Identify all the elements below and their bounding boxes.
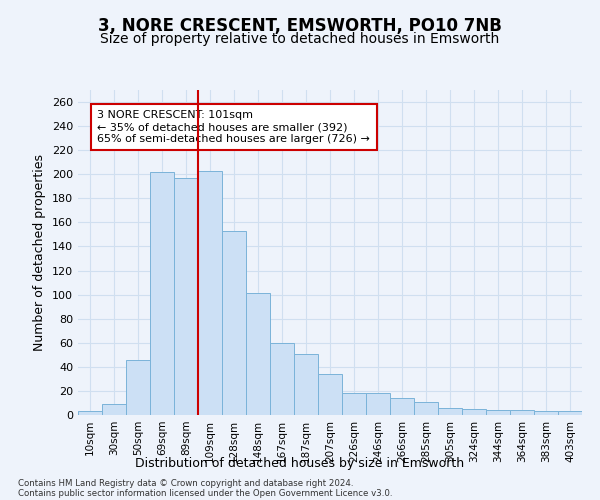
Bar [558,412,582,415]
Bar [174,178,198,415]
Bar [366,394,390,415]
Bar [126,360,150,415]
Bar [246,294,270,415]
Text: 3 NORE CRESCENT: 101sqm
← 35% of detached houses are smaller (392)
65% of semi-d: 3 NORE CRESCENT: 101sqm ← 35% of detache… [97,110,370,144]
Bar [534,412,558,415]
Bar [438,408,462,415]
Bar [486,410,510,415]
Bar [342,394,366,415]
Bar [462,409,486,415]
Bar [318,374,342,415]
Bar [294,354,318,415]
Bar [270,343,294,415]
Bar [198,170,222,415]
Bar [102,404,126,415]
Bar [390,398,414,415]
Text: 3, NORE CRESCENT, EMSWORTH, PO10 7NB: 3, NORE CRESCENT, EMSWORTH, PO10 7NB [98,18,502,36]
Bar [414,402,438,415]
Bar [222,231,246,415]
Text: Size of property relative to detached houses in Emsworth: Size of property relative to detached ho… [100,32,500,46]
Text: Distribution of detached houses by size in Emsworth: Distribution of detached houses by size … [136,458,464,470]
Text: Contains HM Land Registry data © Crown copyright and database right 2024.: Contains HM Land Registry data © Crown c… [18,479,353,488]
Y-axis label: Number of detached properties: Number of detached properties [34,154,46,351]
Bar [78,412,102,415]
Bar [510,410,534,415]
Text: Contains public sector information licensed under the Open Government Licence v3: Contains public sector information licen… [18,489,392,498]
Bar [150,172,174,415]
